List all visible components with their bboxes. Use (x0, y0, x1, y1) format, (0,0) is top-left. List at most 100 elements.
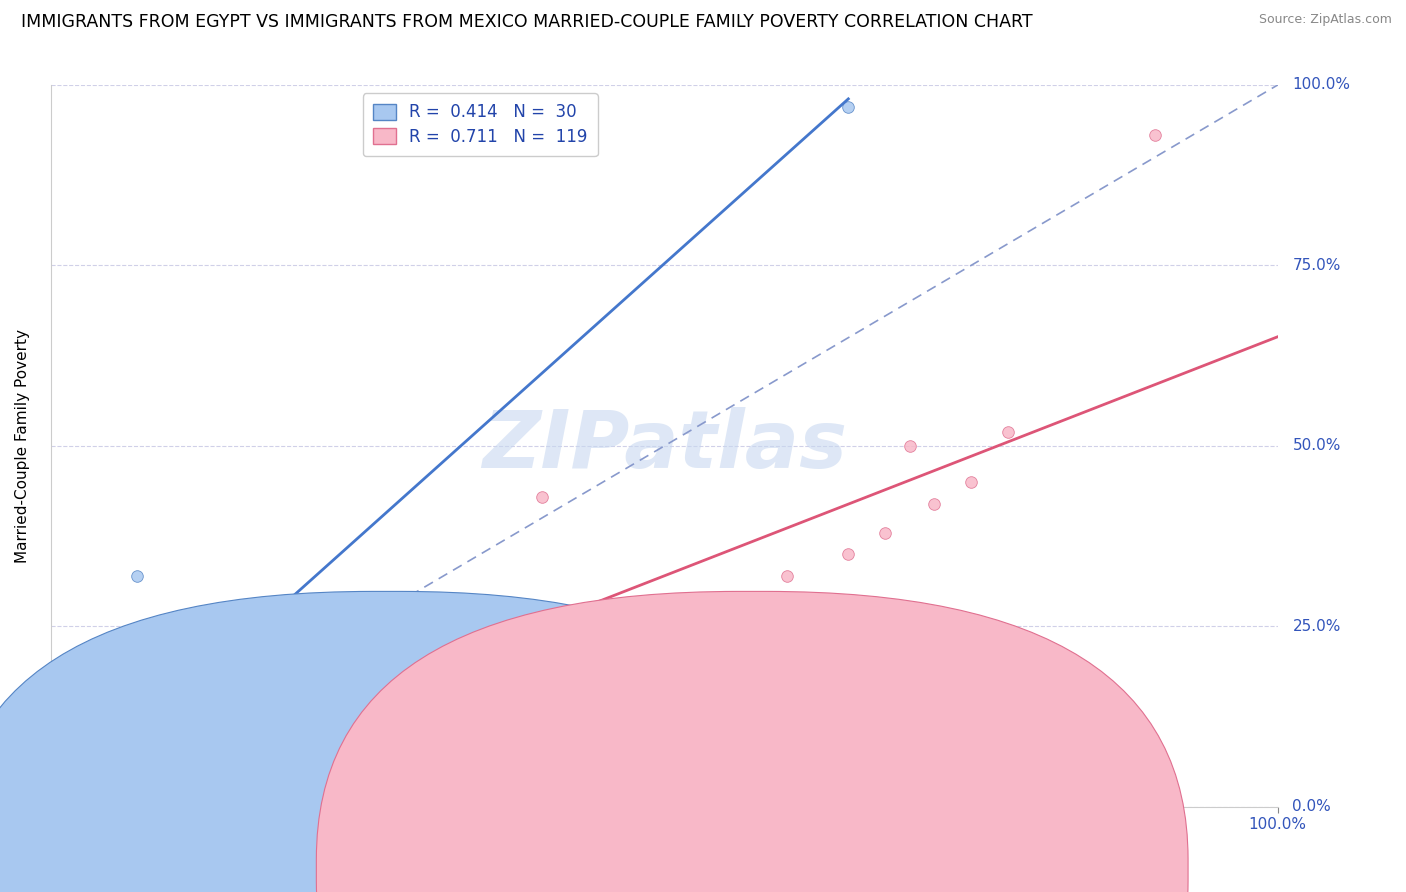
Point (56, 793, 79, 807)
Point (39, 797, 62, 811)
Point (80, 789, 103, 804)
Point (55, 797, 77, 811)
Point (39, 797, 62, 811)
Point (93, 786, 115, 800)
Point (58, 789, 80, 804)
Point (273, 735, 295, 749)
Point (506, 663, 529, 677)
Point (236, 746, 259, 760)
Point (62, 793, 84, 807)
Point (42, 800, 65, 814)
Point (89, 793, 111, 807)
Point (46, 800, 69, 814)
Point (997, 425, 1019, 439)
Point (83, 797, 105, 811)
Point (49, 800, 72, 814)
Point (150, 771, 173, 785)
Point (56, 793, 79, 807)
Point (63, 793, 86, 807)
Text: ZIPatlas: ZIPatlas (482, 407, 846, 485)
Point (63, 797, 86, 811)
Point (162, 767, 184, 781)
Point (94, 781, 117, 796)
Y-axis label: Married-Couple Family Poverty: Married-Couple Family Poverty (15, 329, 30, 563)
Point (65, 797, 87, 811)
Point (143, 771, 166, 785)
Point (211, 753, 233, 767)
Point (335, 721, 357, 735)
Point (42, 797, 65, 811)
Point (46, 800, 69, 814)
Point (104, 781, 127, 796)
Text: Immigrants from Egypt: Immigrants from Egypt (404, 863, 581, 879)
Point (62, 800, 84, 814)
Point (162, 764, 184, 778)
Point (70, 797, 93, 811)
Point (776, 569, 799, 583)
Point (58, 797, 80, 811)
Point (107, 781, 129, 796)
Point (187, 760, 209, 774)
Text: 0.0%: 0.0% (1292, 799, 1331, 814)
Point (110, 781, 132, 796)
Point (156, 767, 179, 781)
Text: 50.0%: 50.0% (1292, 439, 1341, 453)
Text: 25.0%: 25.0% (1292, 619, 1341, 634)
Point (67, 793, 90, 807)
Point (46, 800, 69, 814)
Point (46, 793, 69, 807)
Point (65, 793, 87, 807)
Point (105, 781, 128, 796)
Point (652, 619, 675, 633)
Point (125, 771, 148, 785)
Point (249, 742, 271, 756)
Point (89, 786, 111, 800)
Point (432, 691, 454, 706)
Point (101, 786, 124, 800)
Point (41, 800, 63, 814)
Point (114, 781, 136, 796)
Point (44, 800, 66, 814)
Point (138, 774, 160, 789)
Point (60, 793, 83, 807)
Point (94, 786, 117, 800)
Point (309, 728, 332, 742)
Text: 75.0%: 75.0% (1292, 258, 1341, 273)
Point (143, 767, 166, 781)
Point (55, 793, 77, 807)
Point (51, 797, 73, 811)
Point (60, 797, 83, 811)
Point (174, 764, 197, 778)
Point (101, 781, 124, 796)
Point (125, 774, 148, 789)
Point (97, 786, 120, 800)
Point (359, 714, 381, 728)
Text: 100.0%: 100.0% (1292, 78, 1351, 93)
Point (530, 490, 553, 504)
Point (76, 786, 98, 800)
Point (58, 797, 80, 811)
Point (118, 778, 141, 792)
Point (49, 800, 72, 814)
Point (84, 789, 107, 804)
Point (91, 786, 114, 800)
Point (75, 789, 97, 804)
Point (66, 793, 89, 807)
Point (150, 767, 173, 781)
Point (79, 789, 101, 804)
Point (122, 778, 145, 792)
Point (59, 797, 82, 811)
Point (62, 797, 84, 811)
Point (48, 797, 70, 811)
Point (89, 789, 111, 804)
Point (82, 786, 104, 800)
Point (49, 797, 72, 811)
Point (837, 100, 859, 114)
Point (960, 475, 983, 489)
Point (86, 789, 108, 804)
Point (52, 797, 75, 811)
Point (98, 781, 121, 796)
Point (141, 771, 163, 785)
Point (76, 793, 98, 807)
Point (125, 569, 148, 583)
